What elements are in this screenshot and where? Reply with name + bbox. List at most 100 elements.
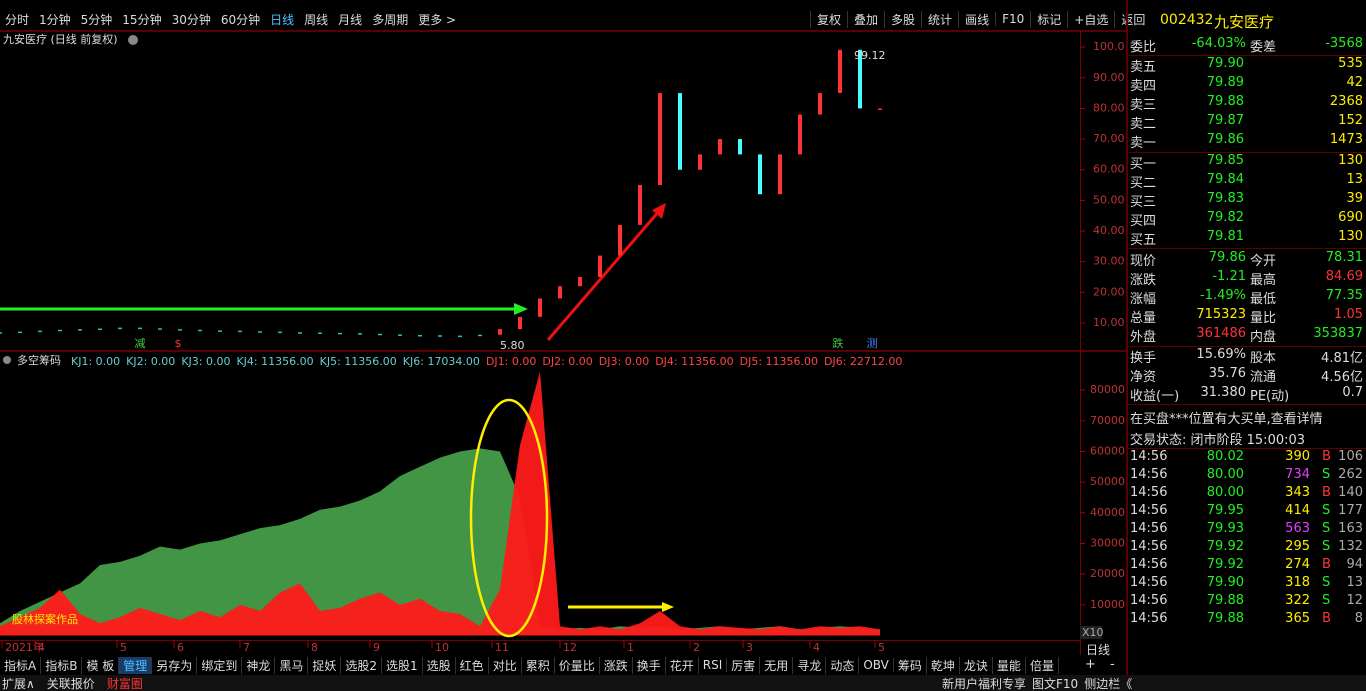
quote-text: 365 bbox=[1285, 611, 1310, 626]
candle bbox=[558, 286, 562, 299]
quote-text: 0.7 bbox=[1342, 385, 1363, 400]
quote-text: 涨幅 bbox=[1130, 292, 1157, 307]
period-button[interactable]: 更多 > bbox=[418, 12, 457, 27]
tab[interactable]: 无用 bbox=[760, 656, 794, 674]
quote-text: 563 bbox=[1285, 521, 1310, 536]
status-item[interactable]: 侧边栏《 bbox=[1084, 676, 1133, 691]
tab[interactable]: 倍量 bbox=[1026, 656, 1059, 674]
quote-text: 79.90 bbox=[1206, 575, 1244, 590]
y-tick-label: 10.00 bbox=[1093, 316, 1125, 329]
candle bbox=[138, 327, 142, 330]
quote-text: 130 bbox=[1338, 153, 1363, 168]
tab[interactable]: 价量比 bbox=[555, 656, 600, 674]
tab[interactable]: 龙诀 bbox=[960, 656, 993, 674]
tool-button[interactable]: 画线 bbox=[958, 10, 995, 28]
y-tick-label: 50.00 bbox=[1093, 193, 1125, 206]
tab[interactable]: 对比 bbox=[489, 656, 522, 674]
tab[interactable]: 模 板 bbox=[82, 656, 120, 674]
x-tick-label: 4 bbox=[813, 641, 820, 654]
candle bbox=[238, 330, 242, 333]
status-item[interactable]: 图文F10 bbox=[1032, 676, 1079, 691]
quote-text: 84.69 bbox=[1325, 269, 1363, 284]
tab[interactable]: 指标B bbox=[41, 656, 83, 674]
quote-text: 79.84 bbox=[1206, 172, 1244, 187]
tab[interactable]: 捉妖 bbox=[308, 656, 342, 674]
tab[interactable]: 花开 bbox=[666, 656, 699, 674]
candle bbox=[858, 49, 862, 109]
tab[interactable]: 指标A bbox=[0, 656, 42, 674]
quote-text: 13 bbox=[1346, 575, 1363, 590]
status-item[interactable]: 新用户福利专享 bbox=[942, 676, 1027, 691]
tab[interactable]: 寻龙 bbox=[793, 656, 827, 674]
tab[interactable]: 涨跌 bbox=[600, 656, 633, 674]
tab[interactable]: 绑定到 bbox=[197, 656, 243, 674]
tool-button[interactable]: 标记 bbox=[1030, 10, 1067, 28]
y-tick-label: 60.00 bbox=[1093, 163, 1125, 176]
tab[interactable]: 换手 bbox=[633, 656, 666, 674]
candle bbox=[298, 332, 302, 334]
period-button[interactable]: 多周期 bbox=[372, 12, 409, 27]
tab[interactable]: 神龙 bbox=[242, 656, 276, 674]
scale-box bbox=[1080, 626, 1102, 639]
candle bbox=[278, 331, 282, 334]
status-item[interactable]: 财富圈 bbox=[106, 676, 143, 691]
period-button[interactable]: 1分钟 bbox=[39, 12, 71, 27]
zoom-in[interactable]: + bbox=[1085, 657, 1096, 672]
tab[interactable]: 动态 bbox=[826, 656, 860, 674]
quote-text: 79.88 bbox=[1206, 611, 1244, 626]
quote-text: 690 bbox=[1338, 210, 1363, 225]
tab[interactable]: 红色 bbox=[456, 656, 489, 674]
tab[interactable]: 选股1 bbox=[382, 656, 423, 674]
quote-text: S bbox=[1322, 539, 1331, 554]
signal-label: 减 bbox=[135, 337, 146, 350]
quote-text: 94 bbox=[1346, 557, 1363, 572]
quote-text: 总量 bbox=[1130, 311, 1157, 326]
tab[interactable]: 筹码 bbox=[894, 656, 927, 674]
tab[interactable]: 乾坤 bbox=[927, 656, 960, 674]
period-button[interactable]: 月线 bbox=[338, 12, 363, 27]
tool-button[interactable]: 多股 bbox=[884, 10, 921, 28]
tool-button[interactable]: 叠加 bbox=[847, 10, 884, 28]
tab[interactable]: RSI bbox=[699, 658, 728, 672]
tab[interactable]: 选股 bbox=[423, 656, 456, 674]
tool-button[interactable]: F10 bbox=[995, 12, 1030, 26]
y-tick-label: 30000 bbox=[1090, 536, 1125, 549]
tool-button[interactable]: +自选 bbox=[1067, 10, 1114, 28]
tool-button[interactable]: 统计 bbox=[921, 10, 958, 28]
period-button[interactable]: 30分钟 bbox=[171, 12, 211, 27]
tab[interactable]: 厉害 bbox=[727, 656, 761, 674]
tab[interactable]: 累积 bbox=[522, 656, 555, 674]
quote-text: 79.95 bbox=[1206, 503, 1244, 518]
zoom-out[interactable]: - bbox=[1110, 657, 1115, 672]
tab[interactable]: 量能 bbox=[993, 656, 1026, 674]
tab[interactable]: 另存为 bbox=[152, 656, 198, 674]
period-button[interactable]: 15分钟 bbox=[122, 12, 162, 27]
period-button[interactable]: 日线 bbox=[270, 12, 295, 27]
candle bbox=[58, 329, 62, 332]
dropdown-icon[interactable] bbox=[3, 356, 11, 364]
y-tick-label: 70000 bbox=[1090, 414, 1125, 427]
quote-text: 715323 bbox=[1196, 307, 1246, 322]
candle bbox=[758, 154, 762, 195]
period-button[interactable]: 5分钟 bbox=[80, 12, 113, 27]
dropdown-icon[interactable] bbox=[128, 35, 138, 45]
period-button[interactable]: 周线 bbox=[304, 12, 329, 27]
tab[interactable]: 选股2 bbox=[341, 656, 383, 674]
period-button[interactable]: 分时 bbox=[5, 12, 30, 27]
quote-text: 77.35 bbox=[1325, 288, 1363, 303]
tool-button[interactable]: 复权 bbox=[810, 10, 847, 28]
quote-text: 14:56 bbox=[1130, 539, 1168, 554]
quote-text: S bbox=[1322, 467, 1331, 482]
tab[interactable]: 黑马 bbox=[275, 656, 309, 674]
quote-text: 现价 bbox=[1130, 254, 1157, 269]
quote-text: 274 bbox=[1285, 557, 1310, 572]
quote-text: S bbox=[1322, 575, 1331, 590]
y-tick-label: 20000 bbox=[1090, 567, 1125, 580]
tab[interactable]: OBV bbox=[859, 658, 894, 672]
period-button[interactable]: 60分钟 bbox=[220, 12, 261, 27]
status-item[interactable]: 关联报价 bbox=[46, 676, 95, 691]
status-item[interactable]: 扩展∧ bbox=[2, 676, 35, 691]
y-tick-label: 100.0 bbox=[1093, 40, 1125, 53]
candle bbox=[738, 139, 742, 155]
tab[interactable]: 管理 bbox=[119, 656, 153, 674]
